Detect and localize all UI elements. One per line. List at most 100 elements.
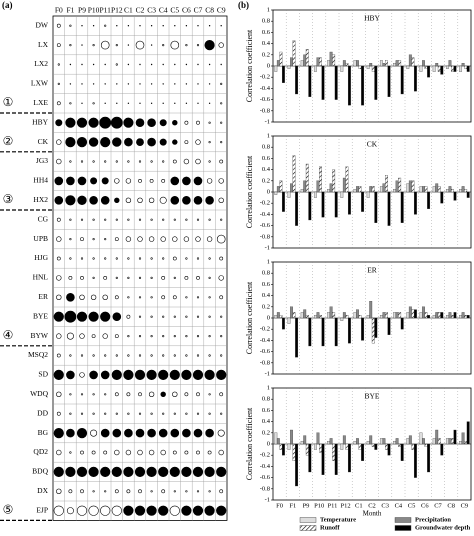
bar <box>451 315 454 319</box>
dot <box>181 369 192 381</box>
dot <box>170 428 180 438</box>
y-tick-label: -0.4 <box>260 85 271 92</box>
bar <box>279 315 283 319</box>
bar <box>347 443 351 473</box>
dot <box>53 311 64 322</box>
column-label: F0 <box>55 6 63 15</box>
bar <box>281 317 285 330</box>
bar <box>369 435 373 445</box>
y-tick-label: 0.4 <box>262 166 271 173</box>
dot <box>80 412 84 415</box>
bar <box>398 177 402 193</box>
dot <box>104 160 107 163</box>
bar <box>387 191 391 226</box>
dot <box>127 257 130 260</box>
bar <box>295 443 299 487</box>
dot <box>56 411 61 416</box>
dot <box>162 43 165 47</box>
y-tick-label: -0.8 <box>260 107 270 114</box>
dot <box>81 25 83 27</box>
dot <box>123 369 134 381</box>
row-label: SD <box>38 370 48 379</box>
bar <box>382 438 386 445</box>
dot <box>220 354 223 357</box>
dot <box>162 315 165 318</box>
panel-label: (b) <box>238 0 249 10</box>
bar <box>300 60 304 67</box>
dot <box>219 256 224 261</box>
bar <box>385 60 388 67</box>
dot <box>220 121 223 124</box>
bar <box>345 63 349 67</box>
dot <box>81 63 83 66</box>
dot <box>103 275 108 280</box>
dot <box>79 294 85 300</box>
dot <box>208 296 211 299</box>
legend-label: Groundwater depth <box>415 524 471 531</box>
dot <box>150 296 153 299</box>
bar <box>308 65 312 97</box>
dot <box>185 257 188 260</box>
bar <box>422 438 425 445</box>
dot <box>66 370 75 380</box>
x-tick-label: C9 <box>461 502 469 509</box>
bar <box>445 438 449 445</box>
dot <box>138 296 142 299</box>
dot <box>193 428 203 438</box>
bar <box>424 312 428 319</box>
dot <box>146 505 157 516</box>
legend-label: Temperature <box>320 516 356 523</box>
dot <box>185 335 188 338</box>
bar <box>340 443 344 450</box>
dot <box>150 63 153 66</box>
bar <box>353 60 357 67</box>
dot <box>126 392 131 397</box>
bar <box>366 441 370 445</box>
dot <box>135 118 145 127</box>
y-tick-label: -0.4 <box>260 211 271 218</box>
group-marker: ① <box>3 95 14 109</box>
dot <box>185 296 188 299</box>
dot <box>124 137 133 147</box>
dot <box>134 505 146 516</box>
dot <box>88 117 99 128</box>
dot <box>65 195 76 206</box>
bar <box>424 443 428 447</box>
bar <box>371 443 375 447</box>
dot <box>88 466 99 478</box>
bar <box>290 183 293 193</box>
dot <box>126 489 131 494</box>
bar <box>332 443 336 461</box>
dot <box>115 354 118 357</box>
dot <box>138 354 142 357</box>
bar <box>424 186 428 193</box>
dot <box>69 451 72 454</box>
dot <box>205 196 214 205</box>
dot <box>208 83 211 85</box>
column-label: C4 <box>159 6 168 15</box>
dot <box>114 178 120 184</box>
dot <box>196 335 200 338</box>
y-tick-label: 0.6 <box>262 29 271 36</box>
dot <box>185 25 188 27</box>
dot <box>219 392 224 397</box>
dot <box>162 25 164 27</box>
y-tick-label: 0.2 <box>262 303 270 310</box>
bar <box>398 312 402 319</box>
bar <box>327 312 331 319</box>
dot <box>181 505 192 516</box>
dot <box>137 449 143 456</box>
dot <box>66 332 74 340</box>
dot <box>54 176 64 186</box>
dot <box>192 369 204 381</box>
dot <box>220 102 223 105</box>
bar <box>319 57 322 67</box>
bar <box>453 312 457 319</box>
dot <box>218 197 224 204</box>
dot <box>79 333 85 339</box>
dot <box>196 412 200 415</box>
row-label: HBY <box>32 117 48 126</box>
bar <box>424 65 428 69</box>
dot <box>89 196 98 205</box>
y-tick-label: -1 <box>265 370 270 377</box>
